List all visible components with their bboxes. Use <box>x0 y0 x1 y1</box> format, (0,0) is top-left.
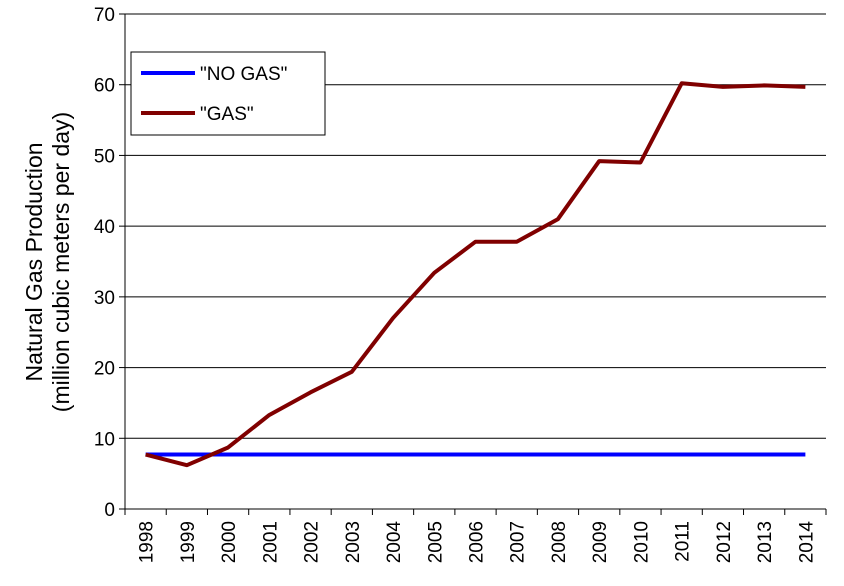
x-tick-label: 2003 <box>343 521 364 563</box>
y-tick-label: 30 <box>94 288 115 309</box>
y-tick-label: 70 <box>94 5 115 26</box>
x-tick-label: 1999 <box>178 521 199 563</box>
y-tick-label: 40 <box>94 217 115 238</box>
x-tick-label: 2005 <box>425 521 446 563</box>
legend-label: "NO GAS" <box>200 64 287 85</box>
y-axis-title-line: Natural Gas Production <box>21 142 47 381</box>
x-tick-label: 2010 <box>631 521 652 563</box>
x-tick-label: 2014 <box>796 521 817 564</box>
y-tick-label: 60 <box>94 76 115 97</box>
x-tick-label: 2000 <box>219 521 240 563</box>
x-tick-label: 2007 <box>508 521 529 563</box>
y-axis-title: Natural Gas Production(million cubic met… <box>21 112 74 412</box>
y-tick-label: 0 <box>104 500 115 521</box>
y-tick-label: 10 <box>94 429 115 450</box>
x-tick-label: 2006 <box>467 521 488 563</box>
x-tick-label: 2008 <box>549 521 570 563</box>
x-tick-label: 2011 <box>673 521 694 562</box>
x-tick-label: 1998 <box>137 521 158 563</box>
x-tick-label: 2009 <box>590 521 611 563</box>
x-tick-label: 2013 <box>755 521 776 563</box>
x-tick-label: 2001 <box>260 521 281 563</box>
y-tick-label: 50 <box>94 146 115 167</box>
legend-label: "GAS" <box>200 104 254 125</box>
x-tick-label: 2004 <box>384 521 405 564</box>
y-axis-title-line: (million cubic meters per day) <box>48 112 74 412</box>
legend-box <box>130 51 326 136</box>
y-tick-label: 20 <box>94 359 115 380</box>
x-tick-label: 2002 <box>302 521 323 563</box>
x-tick-label: 2012 <box>714 521 735 563</box>
series-line <box>145 81 806 468</box>
